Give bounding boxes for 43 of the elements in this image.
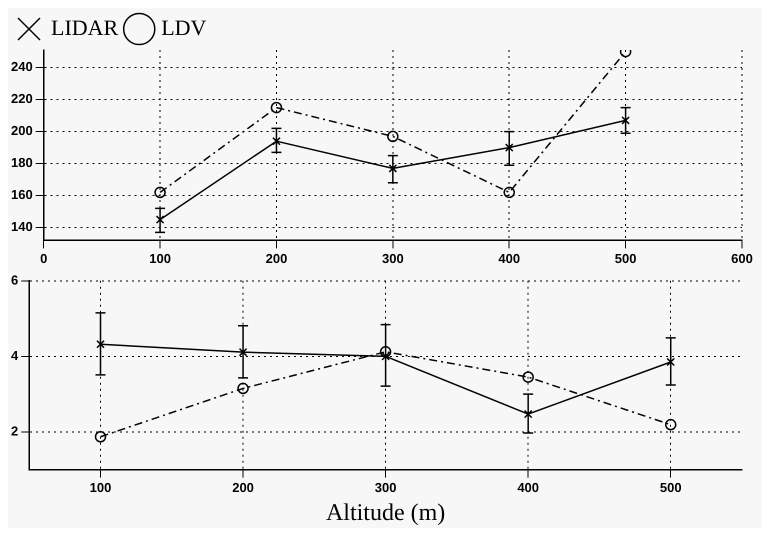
legend-label: LDV <box>161 14 207 40</box>
point <box>156 215 164 224</box>
point <box>96 340 105 349</box>
y-tick-label: 160 <box>10 187 33 202</box>
x-tick-label: 500 <box>660 480 682 495</box>
x-tick-label: 500 <box>614 250 636 266</box>
x-tick-label: 300 <box>374 480 396 495</box>
point <box>381 352 390 361</box>
point <box>270 102 282 114</box>
x-tick-label: 200 <box>232 480 254 495</box>
point <box>94 431 106 442</box>
point <box>522 371 534 383</box>
point <box>154 186 166 198</box>
y-tick-label: 4 <box>10 348 19 363</box>
x-tick-label: 400 <box>517 480 540 495</box>
point <box>524 410 532 418</box>
x-tick-label: 100 <box>90 480 112 495</box>
point <box>666 358 676 366</box>
x-tick-label: 200 <box>266 250 288 266</box>
point <box>621 116 630 125</box>
y-tick-label: 240 <box>10 59 33 74</box>
x-axis-title: Altitude (m) <box>326 500 446 526</box>
x-tick-label: 0 <box>40 250 48 266</box>
x-tick-label: 600 <box>731 250 753 266</box>
y-tick-label: 6 <box>10 272 18 288</box>
point <box>272 136 281 146</box>
point <box>504 143 514 152</box>
point <box>388 164 398 173</box>
point <box>387 130 399 142</box>
y-tick-label: 140 <box>10 219 33 234</box>
y-tick-label: 2 <box>10 423 18 438</box>
x-tick-label: 400 <box>498 250 520 266</box>
point <box>237 382 249 394</box>
point <box>664 418 676 430</box>
y-tick-label: 220 <box>10 91 33 106</box>
y-tick-label: 200 <box>10 123 33 138</box>
point <box>503 186 515 198</box>
y-tick-label: 180 <box>10 155 33 170</box>
legend-label: LIDAR <box>51 14 119 40</box>
x-tick-label: 100 <box>149 250 171 266</box>
point <box>238 348 248 356</box>
point <box>380 346 392 358</box>
x-tick-label: 300 <box>382 250 404 266</box>
